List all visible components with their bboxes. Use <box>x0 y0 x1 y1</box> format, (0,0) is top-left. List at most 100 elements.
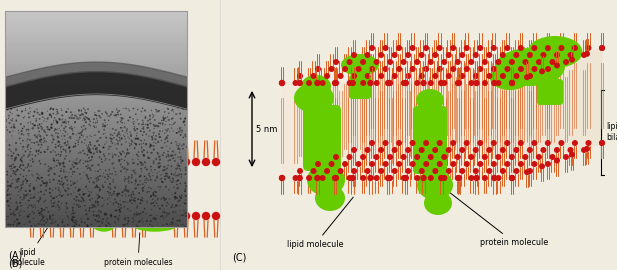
Point <box>133 118 143 122</box>
Point <box>93 120 102 125</box>
Point <box>81 126 91 131</box>
Circle shape <box>464 161 470 167</box>
Point <box>94 220 104 224</box>
Ellipse shape <box>92 150 112 166</box>
Point <box>140 174 150 178</box>
Point <box>59 181 68 185</box>
Point <box>91 147 101 151</box>
Point <box>15 158 25 162</box>
Point <box>47 125 57 130</box>
Point <box>142 201 152 205</box>
Point <box>75 172 85 176</box>
Point <box>54 158 64 163</box>
Point <box>70 141 80 146</box>
Circle shape <box>586 140 592 146</box>
Point <box>129 218 139 222</box>
Point <box>106 213 116 217</box>
Text: 5 nm: 5 nm <box>256 124 278 133</box>
Point <box>94 163 104 167</box>
Point <box>1 190 11 194</box>
Point <box>64 145 74 150</box>
Point <box>58 183 68 187</box>
Point <box>75 116 85 120</box>
Point <box>46 114 56 118</box>
Point <box>126 175 136 180</box>
Point <box>15 136 25 140</box>
Point <box>77 140 87 144</box>
Point <box>11 147 21 152</box>
Point <box>111 147 121 151</box>
Point <box>63 107 73 111</box>
Circle shape <box>468 154 474 160</box>
Point <box>11 178 21 182</box>
Point <box>69 116 79 120</box>
Point <box>4 204 14 208</box>
Point <box>128 117 138 121</box>
Point <box>6 167 16 171</box>
Point <box>141 160 151 165</box>
Point <box>140 207 150 211</box>
Point <box>25 193 35 197</box>
Point <box>25 212 35 217</box>
Circle shape <box>212 212 220 220</box>
Point <box>145 144 155 149</box>
Point <box>75 160 85 164</box>
Point <box>66 110 76 114</box>
Point <box>121 188 131 192</box>
Point <box>122 167 132 172</box>
Circle shape <box>414 59 420 65</box>
Point <box>65 126 75 130</box>
Circle shape <box>367 80 374 86</box>
Point <box>150 118 160 122</box>
Point <box>69 190 79 194</box>
Point <box>102 219 112 223</box>
Point <box>158 123 168 127</box>
Circle shape <box>486 168 492 174</box>
Point <box>157 180 167 184</box>
Circle shape <box>337 168 344 174</box>
Point <box>107 110 117 114</box>
Point <box>28 157 38 161</box>
Point <box>47 115 57 119</box>
Circle shape <box>297 175 303 181</box>
Point <box>139 125 149 129</box>
Point <box>131 112 141 116</box>
Point <box>59 147 68 151</box>
Point <box>12 156 22 160</box>
Point <box>62 132 72 136</box>
Point <box>146 213 156 217</box>
Point <box>57 137 67 141</box>
Point <box>130 128 140 133</box>
Point <box>95 109 105 113</box>
Point <box>170 191 180 196</box>
Point <box>85 208 94 213</box>
Point <box>84 156 94 160</box>
Point <box>161 174 171 178</box>
Ellipse shape <box>301 75 331 97</box>
Point <box>164 187 173 192</box>
Point <box>129 198 139 202</box>
Point <box>120 177 130 181</box>
Point <box>67 116 77 120</box>
Point <box>85 119 95 124</box>
Point <box>131 178 141 182</box>
Point <box>84 143 94 147</box>
Point <box>36 161 46 166</box>
Point <box>66 218 76 222</box>
Point <box>131 137 141 141</box>
Point <box>14 113 24 118</box>
Circle shape <box>491 66 497 72</box>
Point <box>67 212 77 216</box>
Point <box>94 155 104 159</box>
Point <box>79 198 89 203</box>
Circle shape <box>572 140 578 146</box>
Point <box>110 152 120 157</box>
Circle shape <box>482 154 488 160</box>
Point <box>152 174 162 178</box>
Point <box>159 174 169 179</box>
Point <box>141 132 151 136</box>
Point <box>19 174 28 178</box>
Point <box>136 201 146 205</box>
Point <box>62 201 72 205</box>
Point <box>106 133 115 137</box>
